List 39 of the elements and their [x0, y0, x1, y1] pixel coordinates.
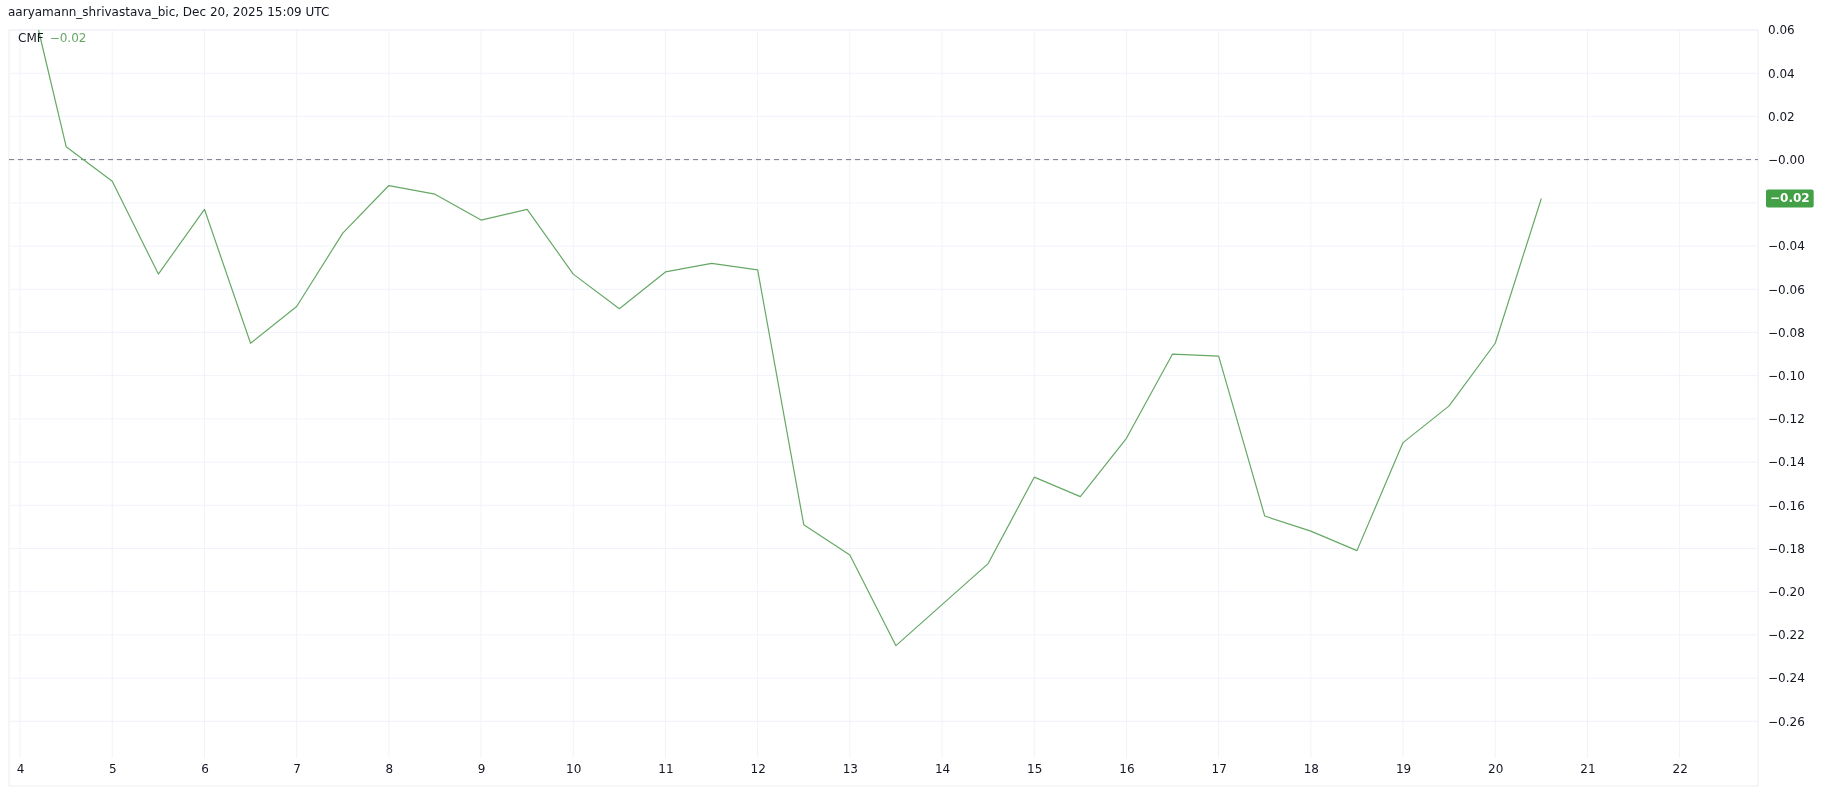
y-tick-label: 0.06	[1768, 23, 1795, 38]
x-tick-label: 21	[1580, 761, 1596, 776]
y-tick-label: −0.00	[1768, 152, 1805, 167]
x-tick-label: 16	[1119, 761, 1135, 776]
x-tick-label: 5	[108, 761, 117, 776]
x-tick-label: 11	[658, 761, 674, 776]
x-tick-label: 18	[1303, 761, 1319, 776]
y-tick-label: −0.04	[1768, 239, 1805, 254]
x-tick-label: 14	[934, 761, 951, 776]
x-tick-label: 13	[842, 761, 858, 776]
y-tick-label: −0.18	[1768, 541, 1805, 556]
text: aaryamann_shrivastava_bic, Dec 20, 2025 15:09 UTC	[8, 5, 330, 19]
x-tick-label: 7	[293, 761, 301, 776]
y-tick-label: −0.24	[1768, 671, 1805, 686]
y-tick-label: −0.16	[1768, 498, 1805, 513]
x-tick-label: 8	[385, 761, 394, 776]
y-tick-label: −0.06	[1768, 282, 1805, 297]
y-tick-label: 0.02	[1768, 109, 1795, 124]
x-tick-label: 15	[1027, 761, 1043, 776]
y-tick-label: −0.14	[1768, 455, 1805, 470]
series-label: CMF	[18, 31, 44, 45]
x-tick-label: 6	[201, 761, 209, 776]
x-tick-label: 17	[1211, 761, 1227, 776]
x-tick-label: 12	[750, 761, 766, 776]
x-tick-label: 20	[1488, 761, 1504, 776]
x-tick-label: 10	[566, 761, 582, 776]
x-tick-label: 9	[477, 761, 486, 776]
y-tick-label: −0.26	[1768, 714, 1805, 729]
y-tick-label: −0.22	[1768, 628, 1805, 643]
y-tick-label: −0.10	[1768, 368, 1805, 383]
y-tick-label: 0.04	[1768, 66, 1795, 81]
y-tick-label: −0.12	[1768, 412, 1805, 427]
y-tick-label: −0.20	[1768, 585, 1805, 599]
x-tick-label: 22	[1672, 761, 1688, 776]
y-tick-label: −0.08	[1768, 325, 1805, 340]
text: −0.02	[1770, 191, 1810, 206]
annotation: −0.02	[49, 31, 87, 45]
x-tick-label: 4	[16, 761, 25, 776]
x-tick-label: 19	[1395, 761, 1412, 776]
